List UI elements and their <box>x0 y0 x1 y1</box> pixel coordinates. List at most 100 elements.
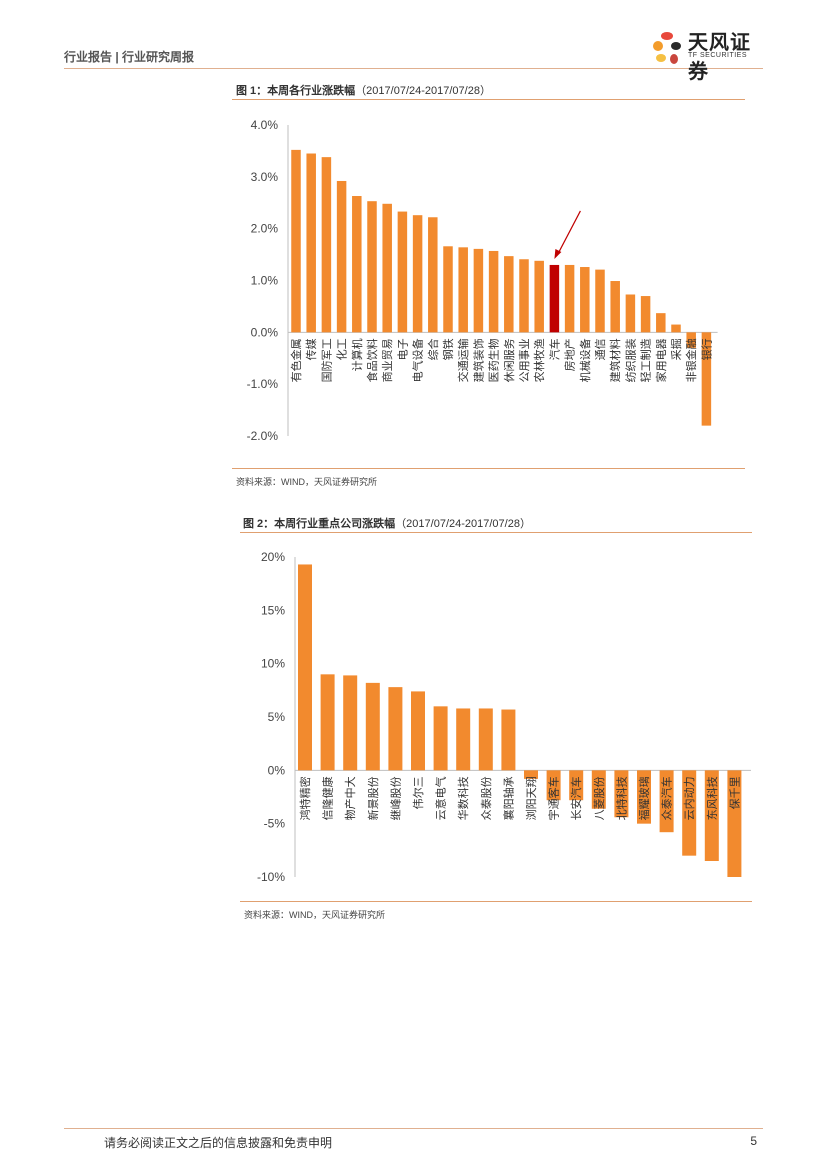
data-bar <box>443 246 453 333</box>
data-bar <box>433 706 448 771</box>
data-bar <box>637 770 651 824</box>
data-bar <box>488 250 499 333</box>
category-label: 保千里 <box>727 776 741 809</box>
category-label: 计算机 <box>350 338 364 371</box>
category-label: 云意电气 <box>434 776 448 820</box>
data-bar <box>625 294 636 333</box>
category-label: 电气设备 <box>411 338 425 382</box>
category-label: 电子 <box>396 338 409 360</box>
data-bar <box>306 153 316 333</box>
y-tick-label: 4.0% <box>251 118 279 132</box>
data-bar <box>336 180 347 333</box>
figure-1-bottom-rule <box>232 468 745 469</box>
logo-name-en: TF SECURITIES <box>688 52 748 59</box>
figure-2-bottom-rule <box>240 901 752 902</box>
data-bar <box>534 260 544 333</box>
figure-1-source: 资料来源：WIND，天风证券研究所 <box>236 477 377 487</box>
category-label: 交通运输 <box>456 338 470 382</box>
y-tick-label: 0% <box>268 763 286 777</box>
data-bar <box>412 215 423 333</box>
category-label: 家用电器 <box>654 338 668 382</box>
category-label: 福耀玻璃 <box>637 776 651 820</box>
category-label: 纺织服装 <box>623 338 637 382</box>
figure-2-top-rule <box>240 532 752 533</box>
category-label: 国防军工 <box>319 338 333 382</box>
category-label: 物产中大 <box>343 776 357 820</box>
y-tick-label: 20% <box>261 550 285 564</box>
y-tick-label: 0.0% <box>251 325 279 339</box>
data-bar <box>501 709 516 771</box>
category-label: 食品饮料 <box>365 338 379 382</box>
category-label: 机械设备 <box>578 338 592 382</box>
category-label: 襄阳轴承 <box>501 776 515 820</box>
y-tick-label: 5% <box>268 710 286 724</box>
data-bar <box>564 264 575 333</box>
header-divider <box>64 68 763 69</box>
y-tick-label: 15% <box>261 603 285 617</box>
figure-1-title-text: 图 1：本周各行业涨跌幅 <box>236 85 356 97</box>
data-bar <box>580 267 590 333</box>
category-label: 东风科技 <box>705 776 719 820</box>
y-tick-label: -10% <box>257 870 285 884</box>
data-bar <box>610 281 620 333</box>
figure-2-date-range: （2017/07/24-2017/07/28） <box>395 518 531 530</box>
category-label: 继峰股份 <box>389 776 402 820</box>
category-label: 轻工制造 <box>639 338 653 382</box>
category-label: 宇通客车 <box>547 776 561 820</box>
category-label: 通信 <box>594 338 607 360</box>
category-label: 房地产 <box>563 338 577 371</box>
data-bar <box>682 770 697 856</box>
data-bar <box>656 313 666 333</box>
data-bar <box>365 682 380 771</box>
category-label: 信隆健康 <box>321 776 335 820</box>
data-bar <box>524 770 538 779</box>
category-label: 采掘 <box>669 338 683 360</box>
data-bar <box>320 674 335 771</box>
figure-1-top-rule <box>232 99 745 100</box>
data-bar <box>456 708 471 771</box>
data-bar <box>473 248 484 333</box>
data-bar <box>343 675 358 771</box>
category-label: 医药生物 <box>487 338 501 382</box>
figure-1-date-range: （2017/07/24-2017/07/28） <box>355 85 491 97</box>
category-label: 钢铁 <box>442 338 455 360</box>
report-type-header: 行业报告 | 行业研究周报 <box>64 50 195 64</box>
data-bar <box>659 770 674 833</box>
category-label: 建筑材料 <box>608 338 622 382</box>
company-logo: 天风证券 TF SECURITIES <box>650 22 770 83</box>
industry-return-chart: 4.0% 3.0% 2.0% 1.0% 0.0% -1.0% -2.0% 有色金属 传媒 国防军工… <box>247 118 718 443</box>
data-bar <box>686 332 696 348</box>
data-bar <box>640 296 651 333</box>
category-label: 鸿特精密 <box>298 776 312 820</box>
data-bar <box>321 157 332 333</box>
data-bar <box>704 770 719 861</box>
data-bar <box>291 149 301 333</box>
data-bar <box>382 203 392 333</box>
figure-2-source: 资料来源：WIND，天风证券研究所 <box>244 910 385 920</box>
category-label: 华数科技 <box>456 776 470 820</box>
data-bar <box>352 196 362 333</box>
category-label: 传媒 <box>305 338 318 360</box>
y-tick-label: 1.0% <box>251 274 279 288</box>
page-number: 5 <box>750 1134 757 1148</box>
category-label: 有色金属 <box>289 338 303 382</box>
category-label: 浏阳天翔 <box>524 776 538 820</box>
data-bar <box>458 247 468 333</box>
category-label: 公用事业 <box>518 338 531 382</box>
footer-divider <box>64 1128 763 1129</box>
data-bar <box>519 259 529 333</box>
category-label: 长安汽车 <box>569 776 583 820</box>
highlight-arrow-icon <box>554 210 581 259</box>
data-bar <box>397 211 408 333</box>
category-label: 汽车 <box>547 338 561 360</box>
figure-2-title: 图 2：本周行业重点公司涨跌幅（2017/07/24-2017/07/28） <box>243 515 531 531</box>
data-bar <box>388 687 403 771</box>
data-bar <box>591 770 606 809</box>
y-tick-label: -1.0% <box>247 377 279 391</box>
category-label: 八菱股份 <box>593 776 606 820</box>
y-tick-label: -2.0% <box>247 429 279 443</box>
footer-disclaimer: 请务必阅读正文之后的信息披露和免责申明 <box>104 1136 333 1150</box>
logo-name-cn: 天风证券 <box>688 32 751 83</box>
figure-1-title: 图 1：本周各行业涨跌幅（2017/07/24-2017/07/28） <box>236 82 491 98</box>
category-label: 北特科技 <box>614 776 628 820</box>
